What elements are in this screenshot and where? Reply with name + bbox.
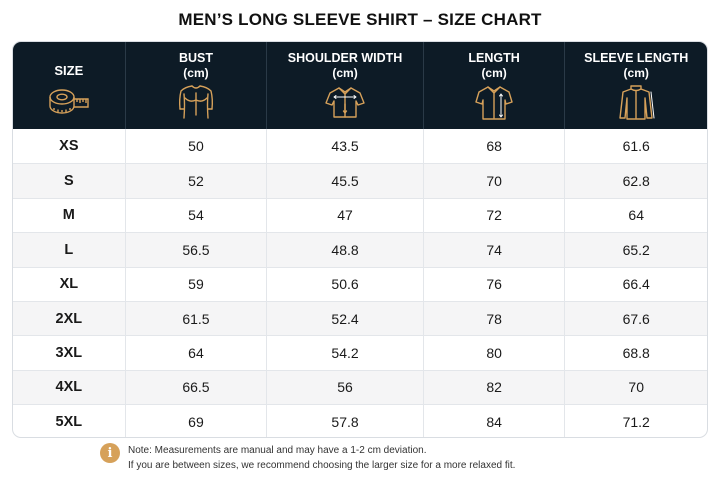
table-row: 5XL 69 57.8 84 71.2 xyxy=(13,404,707,437)
col-header-label: SLEEVE LENGTH xyxy=(584,51,689,65)
shirt-length-icon xyxy=(474,84,514,127)
size-chart-table: SIZE BUST (cm) xyxy=(12,41,708,438)
cell-shoulder-width: 48.8 xyxy=(267,233,424,267)
cell-shoulder-width: 57.8 xyxy=(267,405,424,437)
table-row: S 52 45.5 70 62.8 xyxy=(13,163,707,198)
cell-length: 76 xyxy=(424,267,566,301)
cell-sleeve-length: 66.4 xyxy=(622,276,650,293)
cell-shoulder-width: 52.4 xyxy=(267,301,424,336)
cell-bust: 66.5 xyxy=(126,370,268,405)
table-row: M 54 47 72 64 xyxy=(13,197,707,233)
cell-shoulder-width: 50.6 xyxy=(267,267,424,301)
cell-bust: 69 xyxy=(126,405,268,437)
page-title: MEN’S LONG SLEEVE SHIRT – SIZE CHART xyxy=(178,10,542,29)
col-header-shoulder-width: SHOULDER WIDTH (cm) xyxy=(267,42,424,129)
cell-shoulder-width: 54.2 xyxy=(267,336,424,370)
cell-length: 78 xyxy=(424,301,566,336)
cell-length: 74 xyxy=(424,233,566,267)
table-row: XS 50 43.5 68 61.6 xyxy=(13,129,707,164)
cell-shoulder-width: 43.5 xyxy=(267,129,424,164)
cell-sleeve-length: 68.8 xyxy=(622,345,650,362)
note-line-2: If you are between sizes, we recommend c… xyxy=(128,460,516,471)
col-header-label: LENGTH xyxy=(468,51,520,65)
table-row: 4XL 66.5 56 82 70 xyxy=(13,369,707,405)
cell-size: XL xyxy=(13,267,126,301)
col-header-label: SIZE xyxy=(54,63,84,78)
cell-length: 72 xyxy=(424,198,566,233)
torso-icon xyxy=(176,84,216,125)
col-header-sleeve-length: SLEEVE LENGTH (cm) xyxy=(565,42,707,129)
cell-size: S xyxy=(13,164,126,198)
long-sleeve-icon xyxy=(616,84,656,127)
col-header-unit: (cm) xyxy=(332,66,358,80)
table-body: XS 50 43.5 68 61.6 S 52 45.5 70 62.8 M 54 47 72 64 L 56.… xyxy=(13,129,707,437)
cell-length: 70 xyxy=(424,164,566,198)
table-row: XL 59 50.6 76 66.4 xyxy=(13,266,707,301)
note-box: i Note: Measurements are manual and may … xyxy=(100,443,700,477)
cell-sleeve-length: 67.6 xyxy=(622,310,650,327)
cell-sleeve-length: 65.2 xyxy=(622,241,650,258)
cell-bust: 56.5 xyxy=(126,233,268,267)
cell-size: 5XL xyxy=(13,405,126,437)
cell-bust: 59 xyxy=(126,267,268,301)
note-line-1: Note: Measurements are manual and may ha… xyxy=(128,445,427,456)
col-header-length: LENGTH (cm) xyxy=(424,42,566,129)
cell-bust: 61.5 xyxy=(126,301,268,336)
col-header-label: BUST xyxy=(178,51,213,65)
cell-length: 68 xyxy=(424,129,566,164)
table-row: 3XL 64 54.2 80 68.8 xyxy=(13,335,707,370)
cell-bust: 52 xyxy=(126,164,268,198)
cell-shoulder-width: 56 xyxy=(267,370,424,405)
cell-shoulder-width: 47 xyxy=(267,198,424,233)
cell-sleeve-length: 64 xyxy=(628,207,644,224)
table-header: SIZE BUST (cm) xyxy=(13,42,707,129)
cell-bust: 64 xyxy=(126,336,268,370)
measuring-tape-icon xyxy=(47,86,91,121)
col-header-bust: BUST (cm) xyxy=(126,42,268,129)
cell-length: 82 xyxy=(424,370,566,405)
cell-sleeve-length: 71.2 xyxy=(622,413,650,430)
cell-size: 4XL xyxy=(13,370,126,405)
cell-size: XS xyxy=(13,129,126,164)
col-header-unit: (cm) xyxy=(623,66,649,80)
cell-shoulder-width: 45.5 xyxy=(267,164,424,198)
cell-sleeve-length: 70 xyxy=(628,379,644,396)
shirt-shoulder-icon xyxy=(324,84,366,125)
col-header-label: SHOULDER WIDTH xyxy=(287,51,403,65)
col-header-unit: (cm) xyxy=(481,66,507,80)
info-icon: i xyxy=(100,443,120,463)
cell-size: M xyxy=(13,198,126,233)
cell-sleeve-length: 62.8 xyxy=(622,173,650,190)
cell-sleeve-length: 61.6 xyxy=(622,138,650,155)
table-row: 2XL 61.5 52.4 78 67.6 xyxy=(13,300,707,336)
cell-bust: 54 xyxy=(126,198,268,233)
cell-size: 2XL xyxy=(13,301,126,336)
cell-size: 3XL xyxy=(13,336,126,370)
cell-length: 84 xyxy=(424,405,566,437)
table-row: L 56.5 48.8 74 65.2 xyxy=(13,232,707,267)
cell-length: 80 xyxy=(424,336,566,370)
cell-size: L xyxy=(13,233,126,267)
cell-bust: 50 xyxy=(126,129,268,164)
col-header-size: SIZE xyxy=(13,42,126,129)
col-header-unit: (cm) xyxy=(183,66,209,80)
